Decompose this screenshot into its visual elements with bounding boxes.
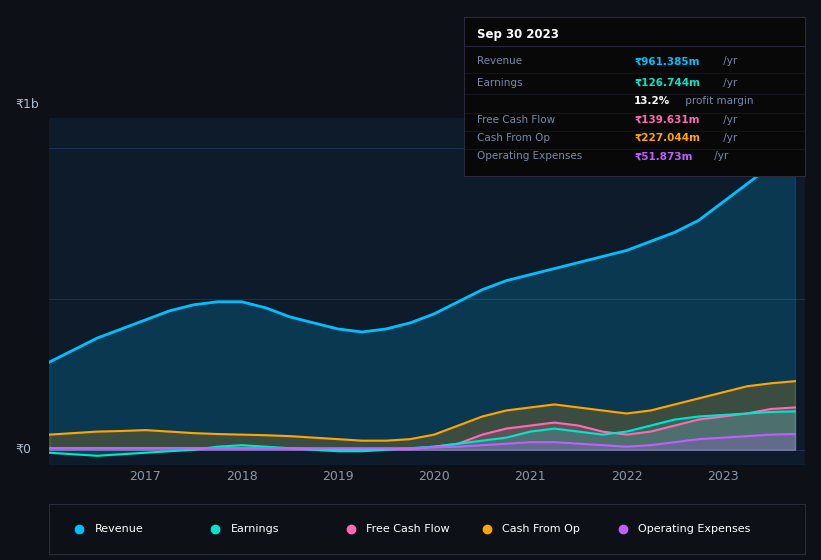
- Text: Earnings: Earnings: [478, 78, 523, 88]
- Text: ₹126.744m: ₹126.744m: [635, 78, 700, 88]
- Text: 13.2%: 13.2%: [635, 96, 671, 106]
- Text: Cash From Op: Cash From Op: [502, 524, 580, 534]
- Text: /yr: /yr: [710, 151, 727, 161]
- Text: ₹139.631m: ₹139.631m: [635, 115, 699, 125]
- Text: Cash From Op: Cash From Op: [478, 133, 551, 143]
- Text: /yr: /yr: [720, 57, 737, 67]
- Text: /yr: /yr: [720, 133, 737, 143]
- Text: Earnings: Earnings: [231, 524, 279, 534]
- Text: /yr: /yr: [720, 115, 737, 125]
- Text: Revenue: Revenue: [478, 57, 523, 67]
- Text: Operating Expenses: Operating Expenses: [478, 151, 583, 161]
- Text: ₹1b: ₹1b: [16, 97, 39, 111]
- Text: Operating Expenses: Operating Expenses: [639, 524, 750, 534]
- Text: ₹51.873m: ₹51.873m: [635, 151, 693, 161]
- Text: Free Cash Flow: Free Cash Flow: [478, 115, 556, 125]
- Text: Free Cash Flow: Free Cash Flow: [366, 524, 450, 534]
- Text: Sep 30 2023: Sep 30 2023: [478, 28, 559, 41]
- Text: ₹0: ₹0: [16, 443, 31, 456]
- Text: ₹227.044m: ₹227.044m: [635, 133, 700, 143]
- Text: profit margin: profit margin: [682, 96, 754, 106]
- Text: /yr: /yr: [720, 78, 737, 88]
- Text: Revenue: Revenue: [94, 524, 144, 534]
- Text: ₹961.385m: ₹961.385m: [635, 57, 699, 67]
